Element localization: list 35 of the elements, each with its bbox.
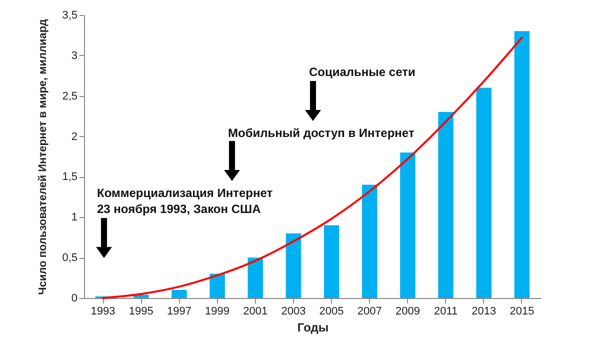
y-axis-title: Чсило пользователей Интернет в мире, миллиард [37, 19, 50, 295]
y-tick-label: 1 [71, 212, 78, 224]
y-tick-label: 0 [71, 292, 78, 304]
x-tick-label: 1999 [205, 306, 230, 318]
x-tick-label: 2011 [434, 306, 458, 318]
y-tick-label: 2 [71, 130, 78, 143]
annotation: Социальные сети [309, 65, 416, 79]
x-tick-label: 1995 [128, 306, 154, 318]
x-tick-label: 2007 [357, 306, 382, 318]
bar [438, 112, 454, 298]
bar [400, 152, 416, 298]
bar [210, 274, 225, 298]
y-tick-label: 1,5 [62, 171, 78, 184]
x-tick-label: 2013 [472, 306, 496, 318]
bar [172, 290, 187, 298]
y-tick-label: 3 [71, 50, 78, 62]
x-tick-label: 2009 [395, 306, 420, 318]
bar [362, 184, 378, 298]
annotation: Коммерциализация Интернет 23 ноября 1993, Закон США [97, 186, 273, 216]
bar [248, 258, 263, 298]
x-tick-label: 2015 [510, 306, 534, 318]
x-tick-label: 1997 [166, 306, 192, 318]
annotation: Мобильный доступ в Интернет [228, 126, 414, 140]
bar [476, 88, 492, 298]
bar [286, 233, 302, 298]
x-tick-label: 2003 [281, 306, 306, 318]
x-axis-title: Годы [297, 320, 329, 334]
y-tick-label: 3,5 [62, 10, 78, 22]
y-tick-label: 2,5 [62, 90, 78, 102]
bar [514, 31, 530, 298]
x-tick-label: 2001 [243, 306, 268, 318]
bar [324, 225, 340, 298]
x-tick-label: 1993 [90, 306, 116, 318]
x-tick-label: 2005 [319, 306, 344, 318]
y-tick-label: 0,5 [62, 252, 78, 264]
